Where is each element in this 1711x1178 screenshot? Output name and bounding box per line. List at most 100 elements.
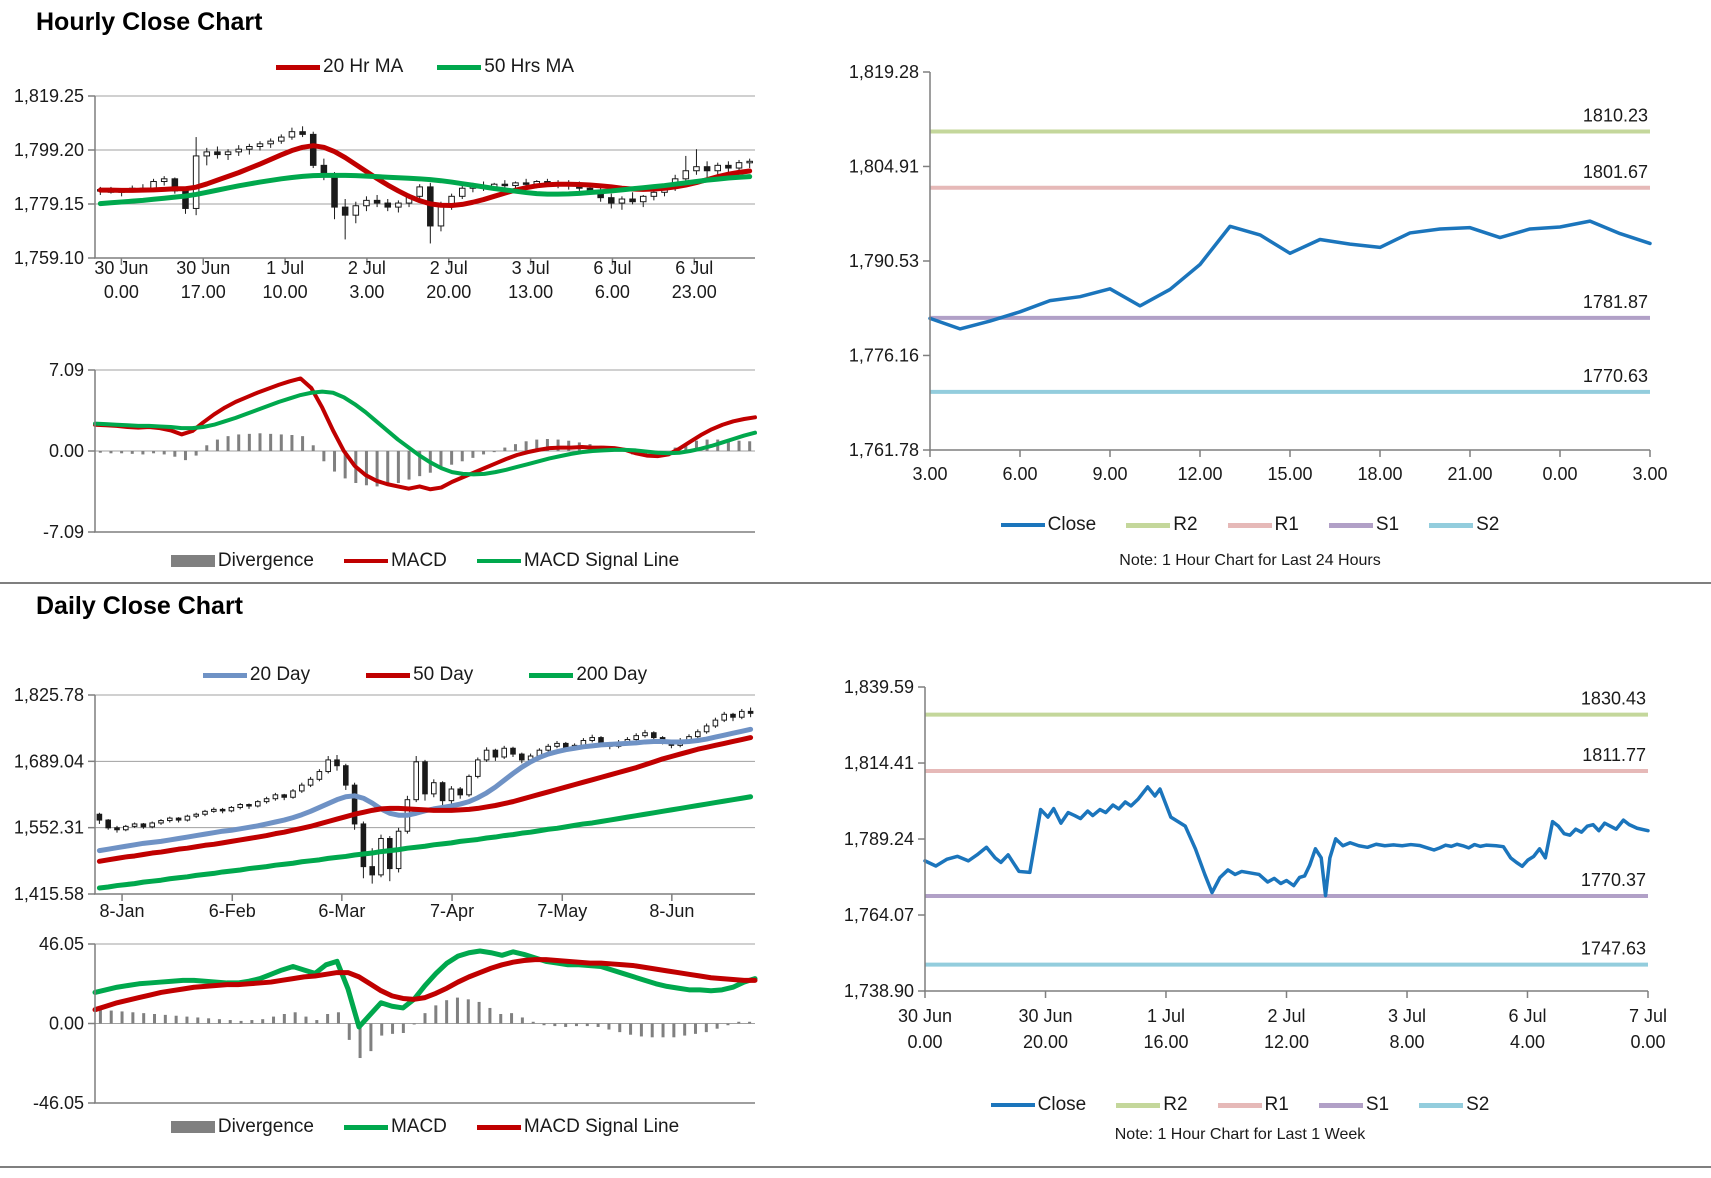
legend-item-s1: S1	[1318, 1094, 1390, 1116]
legend-label: MACD Signal Line	[523, 550, 680, 571]
hourly-sr-chart: 1810.23 1801.67 1781.87 1770.63 1,819.28 1,80…	[849, 62, 1668, 484]
svg-text:0.00: 0.00	[907, 1032, 942, 1052]
svg-text:1810.23: 1810.23	[1583, 105, 1648, 125]
hourly-macd-legend: Divergence MACD MACD Signal Line	[95, 550, 755, 572]
legend-item-20-day: 20 Day	[202, 664, 311, 686]
svg-text:1830.43: 1830.43	[1581, 689, 1646, 709]
svg-text:7.09: 7.09	[49, 360, 84, 380]
legend-line-icon	[529, 672, 574, 678]
weekly-sr-chart: 1830.43 1811.77 1770.37 1747.63 1,839.59 1,81…	[844, 677, 1667, 1052]
svg-text:13.00: 13.00	[508, 282, 553, 302]
svg-text:3.00: 3.00	[349, 282, 384, 302]
svg-text:1 Jul: 1 Jul	[1147, 1006, 1185, 1026]
svg-text:1770.37: 1770.37	[1581, 870, 1646, 890]
legend-line-icon	[276, 64, 320, 70]
legend-item-close: Close	[990, 1094, 1086, 1116]
daily-macd-legend: Divergence MACD MACD Signal Line	[95, 1116, 755, 1138]
legend-swatch-icon	[170, 555, 215, 567]
legend-line-icon	[1419, 1102, 1464, 1108]
svg-text:6-Feb: 6-Feb	[209, 901, 256, 921]
svg-text:23.00: 23.00	[672, 282, 717, 302]
legend-line-icon	[1000, 523, 1045, 527]
legend-line-icon	[1126, 522, 1171, 528]
svg-text:6-Mar: 6-Mar	[318, 901, 365, 921]
weekly-sr-legend: Close R2 R1 S1 S2	[940, 1094, 1540, 1116]
svg-text:1,804.91: 1,804.91	[849, 156, 919, 176]
legend-item-200-day: 200 Day	[529, 664, 647, 686]
svg-text:30 Jun: 30 Jun	[898, 1006, 952, 1026]
svg-text:1,789.24: 1,789.24	[844, 829, 914, 849]
legend-item-50-day: 50 Day	[366, 664, 473, 686]
legend-item-r1: R1	[1217, 1094, 1289, 1116]
legend-item-20-hr-ma: 20 Hr MA	[276, 56, 403, 78]
svg-text:46.05: 46.05	[39, 934, 84, 954]
svg-text:0.00: 0.00	[49, 1014, 84, 1034]
svg-text:1747.63: 1747.63	[1581, 939, 1646, 959]
legend-line-icon	[1227, 522, 1272, 528]
section-divider	[0, 582, 1711, 584]
svg-text:1,819.25: 1,819.25	[14, 86, 84, 106]
svg-text:20.00: 20.00	[426, 282, 471, 302]
svg-text:2 Jul: 2 Jul	[348, 258, 386, 278]
hourly-price-chart: 1,819.25 1,799.20 1,779.15 1,759.10 30 Jun 0.…	[14, 86, 755, 302]
daily-price-legend: 20 Day 50 Day 200 Day	[95, 664, 755, 686]
svg-text:0.00: 0.00	[1542, 464, 1577, 484]
hourly-sr-note: Note: 1 Hour Chart for Last 24 Hours	[1119, 552, 1381, 569]
svg-text:7-May: 7-May	[537, 901, 587, 921]
svg-text:6.00: 6.00	[595, 282, 630, 302]
svg-text:30 Jun: 30 Jun	[1019, 1006, 1073, 1026]
svg-text:1 Jul: 1 Jul	[266, 258, 304, 278]
legend-label: S1	[1365, 1094, 1390, 1115]
legend-item-r2: R2	[1116, 1094, 1188, 1116]
legend-label: 50 Hrs MA	[484, 56, 574, 77]
legend-item-macd: MACD	[343, 550, 447, 572]
svg-text:4.00: 4.00	[1510, 1032, 1545, 1052]
svg-text:1,764.07: 1,764.07	[844, 905, 914, 925]
svg-text:1,839.59: 1,839.59	[844, 677, 914, 697]
legend-label: MACD	[390, 1116, 447, 1137]
legend-line-icon	[1318, 1102, 1363, 1108]
svg-text:12.00: 12.00	[1264, 1032, 1309, 1052]
svg-text:9.00: 9.00	[1092, 464, 1127, 484]
legend-label: R1	[1274, 514, 1299, 535]
svg-text:3 Jul: 3 Jul	[512, 258, 550, 278]
svg-text:1,819.28: 1,819.28	[849, 62, 919, 82]
svg-text:1,825.78: 1,825.78	[14, 685, 84, 705]
svg-text:1770.63: 1770.63	[1583, 366, 1648, 386]
svg-text:30 Jun: 30 Jun	[176, 258, 230, 278]
legend-label: 20 Hr MA	[323, 56, 404, 77]
bottom-divider	[0, 1166, 1711, 1168]
legend-item-macd-signal-line: MACD Signal Line	[476, 1116, 679, 1138]
svg-text:21.00: 21.00	[1447, 464, 1492, 484]
svg-text:8-Jun: 8-Jun	[649, 901, 694, 921]
legend-label: R1	[1264, 1094, 1289, 1115]
legend-line-icon	[476, 559, 521, 563]
hourly-section-title: Hourly Close Chart	[36, 8, 263, 36]
legend-item-close: Close	[1000, 514, 1096, 536]
svg-text:2 Jul: 2 Jul	[1267, 1006, 1305, 1026]
svg-text:1,552.31: 1,552.31	[14, 818, 84, 838]
legend-item-macd-signal-line: MACD Signal Line	[476, 550, 680, 572]
legend-label: R2	[1163, 1094, 1188, 1115]
hourly-sr-legend: Close R2 R1 S1 S2	[950, 514, 1550, 536]
svg-text:10.00: 10.00	[263, 282, 308, 302]
svg-text:6 Jul: 6 Jul	[593, 258, 631, 278]
legend-label: 20 Day	[249, 664, 311, 685]
legend-item-divergence: Divergence	[170, 550, 314, 572]
svg-text:-7.09: -7.09	[43, 522, 84, 542]
legend-line-icon	[437, 64, 482, 70]
legend-label: S1	[1375, 514, 1400, 535]
svg-text:1811.77: 1811.77	[1582, 745, 1646, 765]
svg-text:7-Apr: 7-Apr	[430, 901, 474, 921]
legend-line-icon	[1328, 522, 1373, 528]
svg-text:-46.05: -46.05	[33, 1093, 84, 1113]
daily-macd-chart: 46.05 0.00 -46.05	[33, 934, 758, 1113]
svg-text:1,790.53: 1,790.53	[849, 251, 919, 271]
legend-label: S2	[1476, 514, 1500, 535]
legend-item-r1: R1	[1227, 514, 1299, 536]
legend-label: Divergence	[217, 1116, 314, 1137]
svg-text:3.00: 3.00	[912, 464, 947, 484]
svg-text:18.00: 18.00	[1357, 464, 1402, 484]
legend-line-icon	[1429, 522, 1474, 528]
